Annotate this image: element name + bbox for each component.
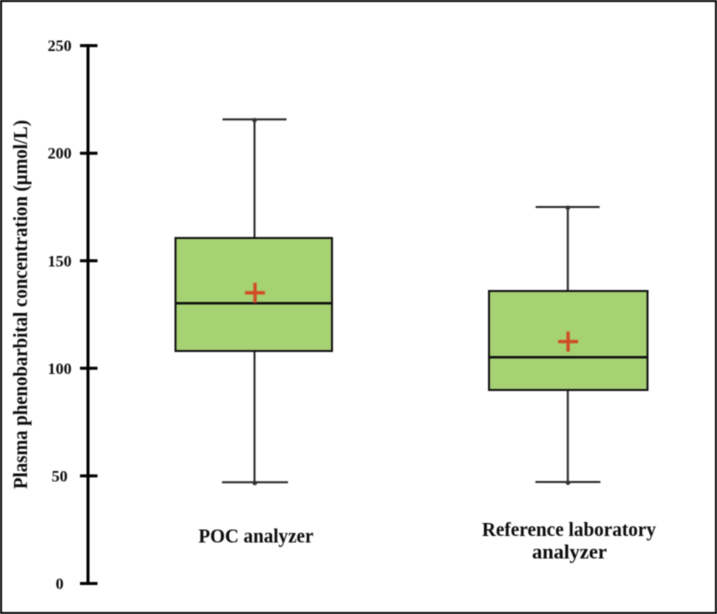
svg-text:0: 0 — [56, 576, 64, 593]
svg-text:analyzer: analyzer — [532, 542, 607, 563]
svg-text:100: 100 — [48, 361, 72, 378]
svg-text:Reference laboratory: Reference laboratory — [482, 520, 656, 541]
svg-text:150: 150 — [48, 253, 72, 270]
svg-text:50: 50 — [52, 468, 68, 485]
svg-text:POC analyzer: POC analyzer — [199, 526, 314, 547]
svg-text:Plasma phenobarbital concentra: Plasma phenobarbital concentration (µmol… — [11, 120, 32, 489]
svg-text:250: 250 — [48, 38, 72, 55]
svg-text:200: 200 — [48, 146, 72, 163]
